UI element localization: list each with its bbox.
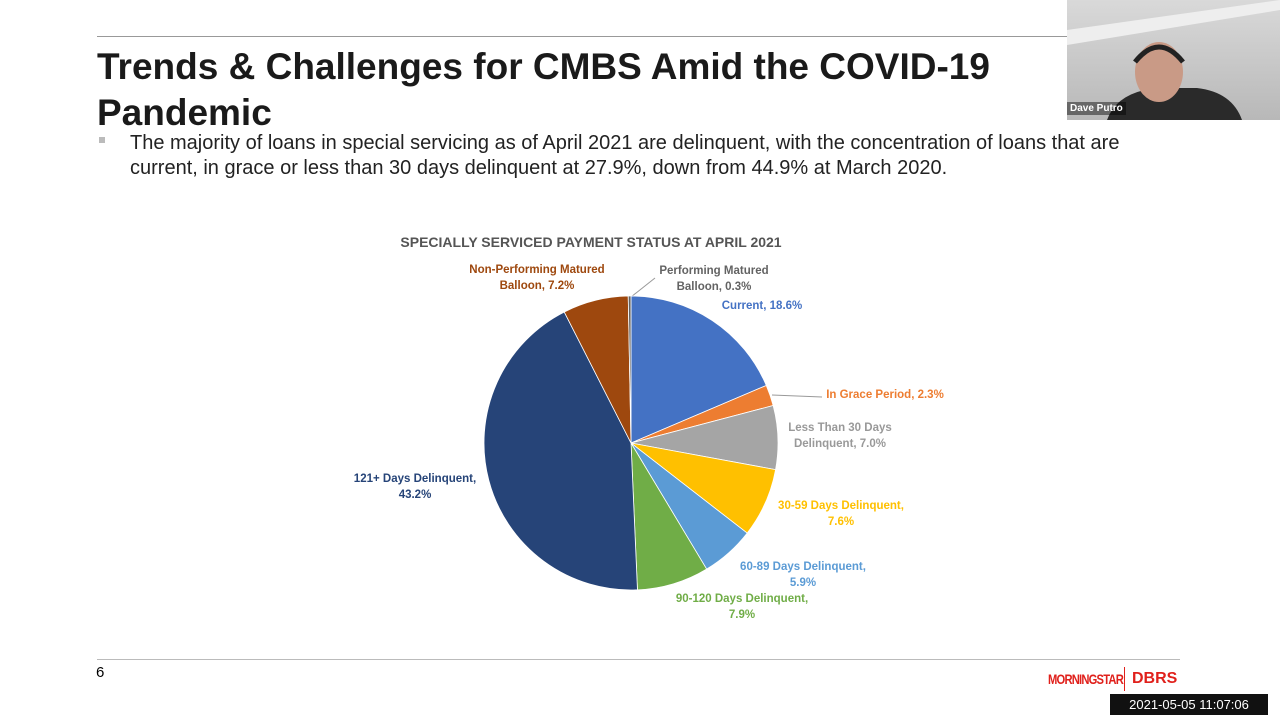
pie-slice <box>627 295 632 444</box>
bullet-text: The majority of loans in special servici… <box>130 132 1120 179</box>
data-label: Less Than 30 Days Delinquent, 7.0% <box>788 422 892 450</box>
slide-title: Trends & Challenges for CMBS Amid the CO… <box>97 46 990 133</box>
bottom-rule <box>97 659 1180 660</box>
chart-title: SPECIALLY SERVICED PAYMENT STATUS AT APR… <box>400 234 782 250</box>
timestamp: 2021-05-05 11:07:06 <box>1110 694 1268 715</box>
bullet-marker <box>99 137 105 143</box>
logo-divider <box>1124 667 1125 691</box>
top-rule <box>97 36 1067 37</box>
pie-slice <box>483 311 638 591</box>
data-label: Current, 18.6% <box>721 300 803 312</box>
data-label: Performing Matured Balloon, 0.3% <box>659 265 769 293</box>
webcam <box>1067 0 1280 120</box>
speaker-name: Dave Putro <box>1067 102 1126 115</box>
data-label: 90-120 Days Delinquent, 7.9% <box>675 593 809 621</box>
data-label: In Grace Period, 2.3% <box>826 389 944 401</box>
pie-slice <box>630 295 767 444</box>
leader-line <box>630 277 656 298</box>
data-label: 30-59 Days Delinquent, 7.6% <box>778 500 904 528</box>
leader-line <box>771 394 823 398</box>
logo-dbrs: DBRS <box>1132 670 1178 687</box>
data-label: Non-Performing Matured Balloon, 7.2% <box>469 264 605 292</box>
data-label: 60-89 Days Delinquent, 5.9% <box>740 561 866 589</box>
page-number: 6 <box>96 664 105 681</box>
webcam-image <box>1067 0 1280 120</box>
data-label: 121+ Days Delinquent, 43.2% <box>353 473 477 501</box>
logo-morningstar: MORNINGSTAR <box>1048 671 1124 687</box>
